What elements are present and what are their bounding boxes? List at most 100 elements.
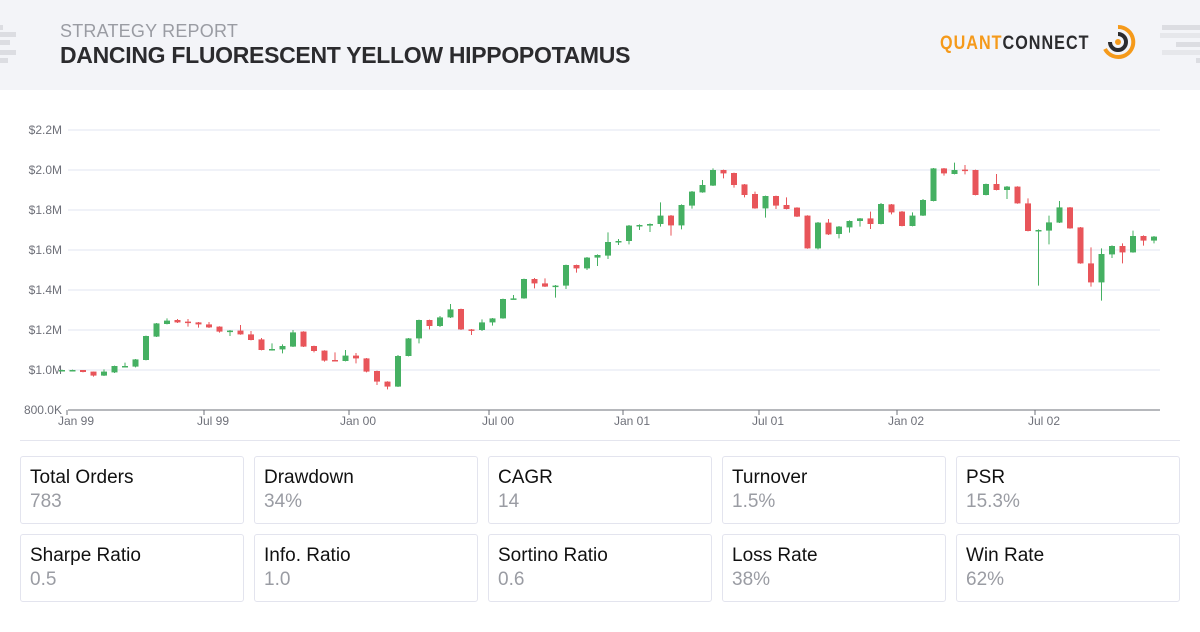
candle-up xyxy=(678,205,685,226)
candle-up xyxy=(1004,186,1010,190)
candle-up xyxy=(1130,236,1136,253)
decoration xyxy=(1160,33,1200,38)
metric-value: 62% xyxy=(966,569,1005,590)
candle-down xyxy=(825,222,832,235)
x-tick-label: Jul 99 xyxy=(197,414,229,428)
candle-down xyxy=(972,170,979,195)
candle-up xyxy=(983,184,989,195)
candle-down xyxy=(1014,186,1021,204)
metric-value: 783 xyxy=(30,491,62,512)
candle-down xyxy=(353,355,359,359)
report-subtitle: STRATEGY REPORT xyxy=(60,21,239,41)
candle-up xyxy=(552,285,559,288)
candle-down xyxy=(90,371,97,376)
candle-up xyxy=(689,191,695,206)
candle-down xyxy=(783,205,790,209)
candle-up xyxy=(395,356,401,387)
candle-up xyxy=(615,241,622,243)
quantconnect-logo-icon xyxy=(1103,24,1136,59)
decoration xyxy=(1162,25,1200,30)
x-tick-label: Jul 02 xyxy=(1028,414,1060,428)
candle-down xyxy=(258,339,265,350)
candle-down xyxy=(867,218,874,224)
metric-card-total-orders: Total Orders 783 xyxy=(20,456,244,524)
metric-value: 34% xyxy=(264,491,303,512)
decoration xyxy=(1162,50,1200,55)
candle-up xyxy=(227,330,233,333)
candle-up xyxy=(1151,236,1157,241)
candle-down xyxy=(531,279,538,284)
metric-value: 14 xyxy=(498,491,520,512)
candle-up xyxy=(290,332,296,347)
metric-label: Win Rate xyxy=(966,545,1045,566)
quantconnect-logo: QUANTCONNECT xyxy=(940,24,1136,62)
y-tick-label: $1.4M xyxy=(29,283,62,297)
metric-label: Info. Ratio xyxy=(264,545,351,566)
metric-card-drawdown: Drawdown 34% xyxy=(254,456,478,524)
candle-down xyxy=(741,184,748,195)
metric-label: Sharpe Ratio xyxy=(30,545,141,566)
candle-up xyxy=(594,255,601,258)
candle-up xyxy=(132,359,139,367)
candle-down xyxy=(720,170,727,174)
candle-down xyxy=(1025,203,1031,231)
metric-label: Loss Rate xyxy=(732,545,818,566)
metric-card-sharpe-ratio: Sharpe Ratio 0.5 xyxy=(20,534,244,602)
metric-value: 38% xyxy=(732,569,771,590)
metric-card-turnover: Turnover 1.5% xyxy=(722,456,946,524)
decoration xyxy=(0,32,16,37)
candle-down xyxy=(773,196,779,206)
candle-down xyxy=(332,360,338,362)
x-tick-label: Jan 02 xyxy=(888,414,924,428)
candle-down xyxy=(80,370,86,372)
candle-up xyxy=(101,371,107,376)
candle-up xyxy=(1035,230,1042,232)
candle-up xyxy=(762,196,769,209)
candle-down xyxy=(248,334,254,340)
decoration xyxy=(0,40,10,45)
candle-down xyxy=(185,321,191,324)
divider xyxy=(20,440,1180,441)
candle-up xyxy=(647,224,653,226)
candle-down xyxy=(752,194,758,209)
candle-down xyxy=(363,358,370,372)
candle-up xyxy=(500,299,506,319)
y-tick-label: $2.2M xyxy=(29,123,62,137)
x-tick-label: Jan 00 xyxy=(340,414,376,428)
candle-down xyxy=(1119,246,1126,253)
candle-down xyxy=(384,381,391,387)
candle-down xyxy=(668,215,674,226)
candle-down xyxy=(962,169,968,172)
candle-up xyxy=(437,317,443,326)
logo-text-connect: CONNECT xyxy=(1002,33,1090,54)
candle-down xyxy=(888,204,895,213)
y-tick-label: $2.0M xyxy=(29,163,62,177)
y-tick-label: $1.0M xyxy=(29,363,62,377)
decoration xyxy=(1196,58,1200,63)
y-tick-label: $1.2M xyxy=(29,323,62,337)
candle-up xyxy=(1098,254,1105,283)
metric-card-cagr: CAGR 14 xyxy=(488,456,712,524)
candle-down xyxy=(573,265,580,269)
candle-down xyxy=(426,320,433,326)
candle-up xyxy=(447,309,454,318)
metric-value: 0.5 xyxy=(30,569,57,590)
equity-candlestick-chart: $2.2M $2.0M $1.8M $1.6M $1.4M $1.2M $1.0M 800.0… xyxy=(24,123,1160,428)
metric-label: CAGR xyxy=(498,467,553,488)
candle-up xyxy=(657,215,664,224)
candle-up xyxy=(405,338,412,356)
candle-down xyxy=(458,309,464,330)
x-tick-label: Jul 01 xyxy=(752,414,784,428)
candle-down xyxy=(195,322,202,325)
candle-up xyxy=(342,355,349,361)
decoration xyxy=(0,58,8,63)
candle-up xyxy=(626,225,632,241)
decoration xyxy=(1176,42,1200,47)
metric-value: 0.6 xyxy=(498,569,525,590)
y-tick-label: 800.0K xyxy=(24,403,62,417)
candle-up xyxy=(878,204,884,224)
candle-down xyxy=(206,324,212,328)
candle-up xyxy=(815,222,821,249)
candle-up xyxy=(269,349,275,351)
candle-up xyxy=(153,323,160,337)
